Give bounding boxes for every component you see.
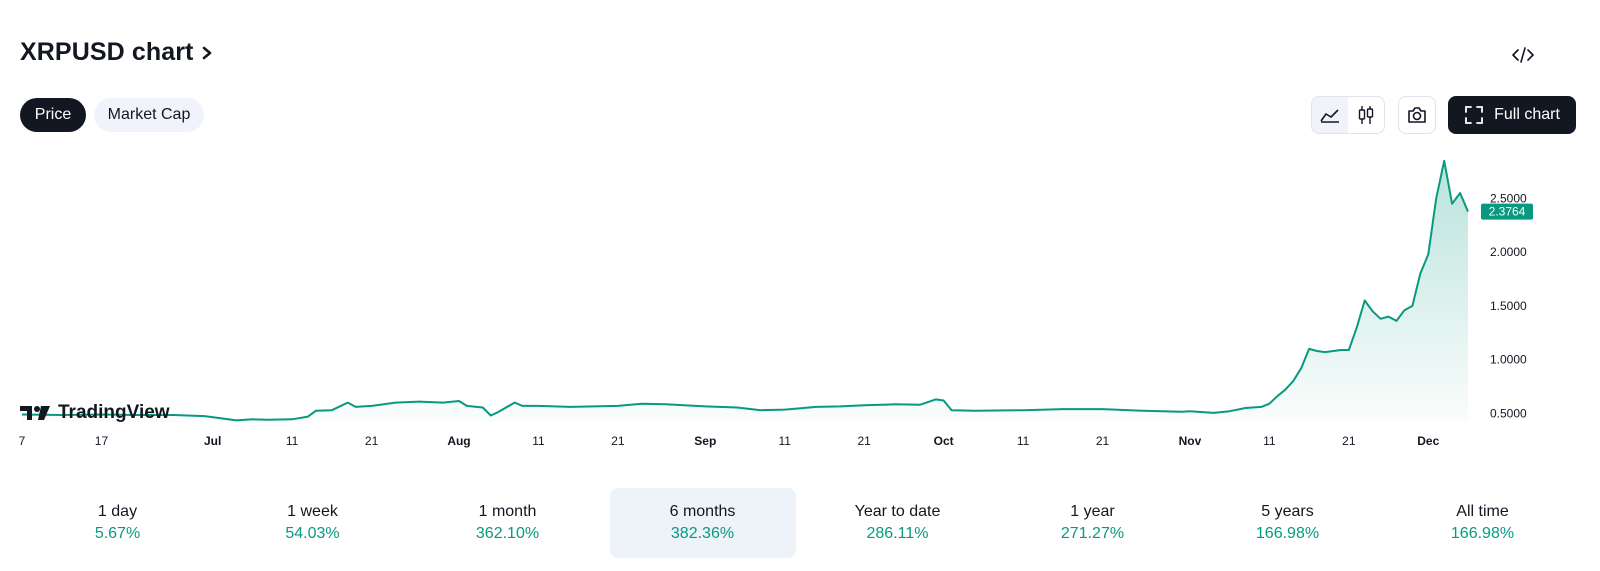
tab-market-cap[interactable]: Market Cap [94, 98, 204, 132]
snapshot-button[interactable] [1398, 96, 1436, 134]
area-chart-button[interactable] [1312, 97, 1348, 133]
x-tick-label: 11 [286, 434, 299, 448]
x-tick-label: 7 [19, 434, 26, 448]
period-change: 286.11% [866, 525, 929, 542]
chart-title[interactable]: XRPUSD chart [20, 38, 215, 67]
period-label: 1 year [1070, 503, 1115, 520]
period-change: 382.36% [670, 525, 735, 542]
x-tick-label: 17 [95, 434, 109, 448]
x-tick-label: 21 [611, 434, 625, 448]
chart-title-text: XRPUSD chart [20, 38, 194, 66]
x-tick-label: Sep [694, 434, 716, 448]
x-tick-label: 11 [1263, 434, 1276, 448]
price-area-fill [22, 160, 1468, 423]
period-label: 1 day [97, 503, 138, 520]
x-tick-label: 21 [1342, 434, 1356, 448]
period-all-time[interactable]: All time 166.98% [1390, 488, 1576, 558]
x-tick-label: 11 [1017, 434, 1030, 448]
tradingview-logo-icon [20, 406, 50, 420]
period-change: 362.10% [475, 525, 540, 542]
period-6-months[interactable]: 6 months 382.36% [609, 488, 796, 558]
y-tick-label: 1.0000 [1490, 353, 1527, 367]
code-icon [1512, 47, 1534, 63]
period-change: 166.98% [1450, 525, 1515, 542]
period-returns: 1 day 5.67% 1 week 54.03% 1 month 362.10% 6 mo… [20, 488, 1580, 560]
period-1-day[interactable]: 1 day 5.67% [25, 488, 211, 558]
x-tick-label: Nov [1179, 434, 1202, 448]
x-tick-label: Dec [1417, 434, 1439, 448]
candlestick-chart-button[interactable] [1348, 97, 1384, 133]
y-tick-label: 2.0000 [1490, 245, 1527, 259]
y-tick-label: 1.5000 [1490, 299, 1527, 313]
area-chart-icon [1320, 109, 1339, 123]
period-1-month[interactable]: 1 month 362.10% [415, 488, 601, 558]
fullscreen-icon [1465, 106, 1483, 124]
period-change: 5.67% [94, 525, 141, 542]
y-tick-label: 2.5000 [1490, 191, 1527, 205]
x-tick-label: 21 [1096, 434, 1110, 448]
period-change: 271.27% [1060, 525, 1125, 542]
price-line [21, 159, 1469, 422]
tradingview-logo-text: TradingView [58, 402, 170, 423]
x-tick-label: 11 [532, 434, 545, 448]
x-tick-label: 21 [857, 434, 871, 448]
x-tick-label: Jul [204, 434, 221, 448]
y-tick-label: 0.5000 [1490, 406, 1527, 420]
last-price-label: 2.3764 [1489, 205, 1526, 219]
period-label: 6 months [669, 503, 736, 520]
period-label: 1 month [478, 503, 537, 520]
period-change: 166.98% [1255, 525, 1320, 542]
chevron-right-icon [203, 46, 212, 59]
period-change: 54.03% [285, 525, 340, 542]
x-tick-label: Oct [934, 434, 954, 448]
x-tick-label: 11 [778, 434, 791, 448]
camera-icon [1408, 107, 1426, 123]
chart-style-toggle [1311, 96, 1385, 134]
full-chart-button[interactable]: Full chart [1448, 96, 1576, 134]
period-5-years[interactable]: 5 years 166.98% [1195, 488, 1381, 558]
period-label: Year to date [854, 503, 941, 520]
tradingview-logo[interactable]: TradingView [20, 402, 170, 424]
period-year-to-date[interactable]: Year to date 286.11% [805, 488, 991, 558]
period-1-year[interactable]: 1 year 271.27% [1000, 488, 1186, 558]
tab-price[interactable]: Price [20, 98, 86, 132]
embed-code-button[interactable] [1508, 40, 1538, 70]
x-tick-label: 21 [365, 434, 379, 448]
price-chart[interactable]: 2.5000 2.0000 1.5000 1.0000 0.5000 2.3764 7 17… [0, 150, 1600, 460]
period-label: 1 week [287, 503, 338, 520]
candlestick-icon [1358, 106, 1374, 124]
period-label: 5 years [1261, 503, 1314, 520]
x-tick-label: Aug [447, 434, 470, 448]
last-price-badge [1481, 203, 1533, 220]
period-1-week[interactable]: 1 week 54.03% [220, 488, 406, 558]
full-chart-label: Full chart [1494, 106, 1560, 123]
period-label: All time [1456, 503, 1509, 520]
